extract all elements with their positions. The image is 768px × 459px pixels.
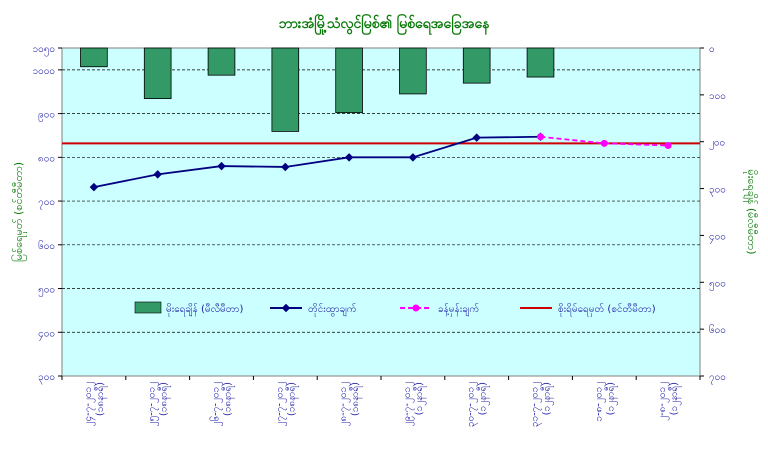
forecast-point xyxy=(600,139,608,147)
left-tick-label: ၃၀၀ xyxy=(38,372,55,385)
x-tick-label-time: (၁၈နာရီ) xyxy=(93,382,108,416)
left-tick-label: ၉၀၀ xyxy=(38,110,55,123)
measured-point xyxy=(281,162,290,172)
measured-point xyxy=(408,153,418,162)
plot-area xyxy=(61,47,701,377)
rainfall-bar xyxy=(335,47,363,114)
x-tick-label-date: ၂၅-၇-၂၀၁၂ xyxy=(147,382,160,427)
left-tick-label: ၁၀၅၀ xyxy=(33,44,56,57)
left-tick-label: ၆၀၀ xyxy=(38,239,55,252)
x-tick-label-time: (၁၂နာရီ) xyxy=(667,382,682,415)
rainfall-bar xyxy=(207,47,236,76)
level-lines xyxy=(62,132,700,192)
right-tick-label: ၀ xyxy=(709,44,715,55)
right-tick-label: ၇၀၀ xyxy=(709,372,726,385)
x-tick-label-date: ၂၄-၇-၂၀၁၂ xyxy=(83,382,96,427)
x-tick-label-date: ၂၉-၇-၂၀၁၂ xyxy=(402,382,415,427)
x-tick-label-date: ၂၇-၇-၂၀၁၂ xyxy=(274,382,287,427)
chart-title: ဘားအံမြို့သံလွင်မြစ်၏ မြစ်ရေအခြေအနေ xyxy=(279,14,490,35)
forecast-point xyxy=(664,142,672,150)
measured-point xyxy=(153,170,162,179)
x-tick-label-time: (၁၈နာရီ) xyxy=(221,382,236,416)
right-tick-label: ၅၀၀ xyxy=(709,278,726,291)
left-tick-label: ၈၀၀ xyxy=(38,153,55,164)
legend: မိုးရေချိန် (မီလီမီတာ) တိုင်းထွာချက် ခန့… xyxy=(134,301,656,317)
rainfall-bar xyxy=(143,47,172,100)
left-tick-label: ၇၀၀ xyxy=(38,197,55,210)
rainfall-bar xyxy=(399,47,427,95)
x-tick-label-time: (၁၈နာရီ) xyxy=(348,382,363,416)
x-tick-label-time: (၁၈နာရီ) xyxy=(157,382,172,416)
right-tick-label: ၄၀၀ xyxy=(709,231,726,244)
left-axis-label: မြစ်ရေမှတ် (စင်တီမီတာ) xyxy=(11,162,27,262)
right-tick-label: ၂၀၀ xyxy=(709,138,725,151)
legend-marker-measured xyxy=(281,303,291,313)
legend-label-forecast: ခန့်မှန်းချက် xyxy=(438,302,479,317)
legend-label-rainfall: မိုးရေချိန် (မီလီမီတာ) xyxy=(166,302,244,317)
x-tick-label-time: (၁၈နာရီ) xyxy=(284,382,299,416)
x-tick-label-time: (၁၂နာရီ) xyxy=(603,382,618,415)
left-axis-ticks: ၃၀၀ ၄၀၀ ၅၀၀ ၆၀၀ ၇၀၀ ၈၀၀ ၉၀၀ ၁၀၀၀ ၁၀၅၀ xyxy=(33,44,62,385)
measured-line xyxy=(93,135,541,188)
x-tick-label-date: ၂၈-၇-၂၀၁၂ xyxy=(338,382,351,427)
right-tick-label: ၁၀၀ xyxy=(709,91,726,102)
left-tick-label: ၅၀၀ xyxy=(38,285,55,298)
right-tick-label: ၃၀၀ xyxy=(709,185,726,198)
legend-label-danger: စိုးရိမ်ရေမှတ် (စင်တီမီတာ) xyxy=(558,302,656,317)
measured-point xyxy=(89,182,99,192)
rainfall-bar xyxy=(80,47,108,68)
left-tick-label: ၁၀၀၀ xyxy=(33,66,56,77)
x-tick-label-date: ၃၀-၇-၂၀၁၂ xyxy=(466,382,479,427)
rainfall-bar xyxy=(271,47,300,132)
rainfall-bars xyxy=(80,47,555,132)
measured-point xyxy=(344,153,354,162)
rainfall-bar xyxy=(462,47,491,84)
x-tick-label-time: (၁၂နာရီ) xyxy=(412,382,427,415)
x-tick-label-time: (၁၂နာရီ) xyxy=(476,382,491,415)
x-axis-ticks: ၂၄-၇-၂၀၁၂ (၁၈နာရီ) ၂၅-၇-၂၀၁၂ (၁၈နာရီ) ၂၆-၇-၂… xyxy=(61,376,701,427)
legend-swatch-rainfall xyxy=(134,301,162,314)
x-tick-label-date: ၂-၈-၂၀၁၂ xyxy=(657,382,670,421)
measured-point xyxy=(217,161,226,171)
right-tick-label: ၆၀၀ xyxy=(709,323,726,336)
x-tick-label-time: (၁၂နာရီ) xyxy=(540,382,555,415)
measured-point xyxy=(472,133,481,142)
forecast-point xyxy=(537,133,544,141)
x-tick-label-date: ၂၆-၇-၂၀၁၂ xyxy=(209,382,224,427)
legend-label-measured: တိုင်းထွာချက် xyxy=(308,302,357,317)
legend-marker-forecast xyxy=(412,304,420,312)
left-tick-label: ၄၀၀ xyxy=(38,328,55,341)
x-tick-label-date: ၁-၈-၂၀၁၂ xyxy=(593,382,606,422)
x-tick-label-date: ၃၁-၇-၂၀၁၂ xyxy=(530,382,543,427)
rainfall-bar xyxy=(526,47,555,78)
right-axis-label: မိုးရေချိန် (မီလီမီတာ) xyxy=(743,169,758,254)
